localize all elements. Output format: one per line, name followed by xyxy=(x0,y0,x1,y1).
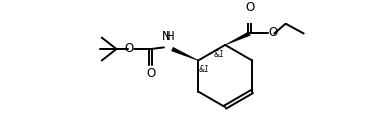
Text: N: N xyxy=(162,30,171,43)
Text: H: H xyxy=(166,30,175,43)
Polygon shape xyxy=(171,47,198,61)
Text: O: O xyxy=(245,1,254,14)
Text: O: O xyxy=(268,26,278,39)
Text: &1: &1 xyxy=(199,65,210,74)
Text: O: O xyxy=(146,67,156,80)
Polygon shape xyxy=(225,31,251,45)
Text: O: O xyxy=(124,42,134,55)
Text: &1: &1 xyxy=(214,50,224,59)
